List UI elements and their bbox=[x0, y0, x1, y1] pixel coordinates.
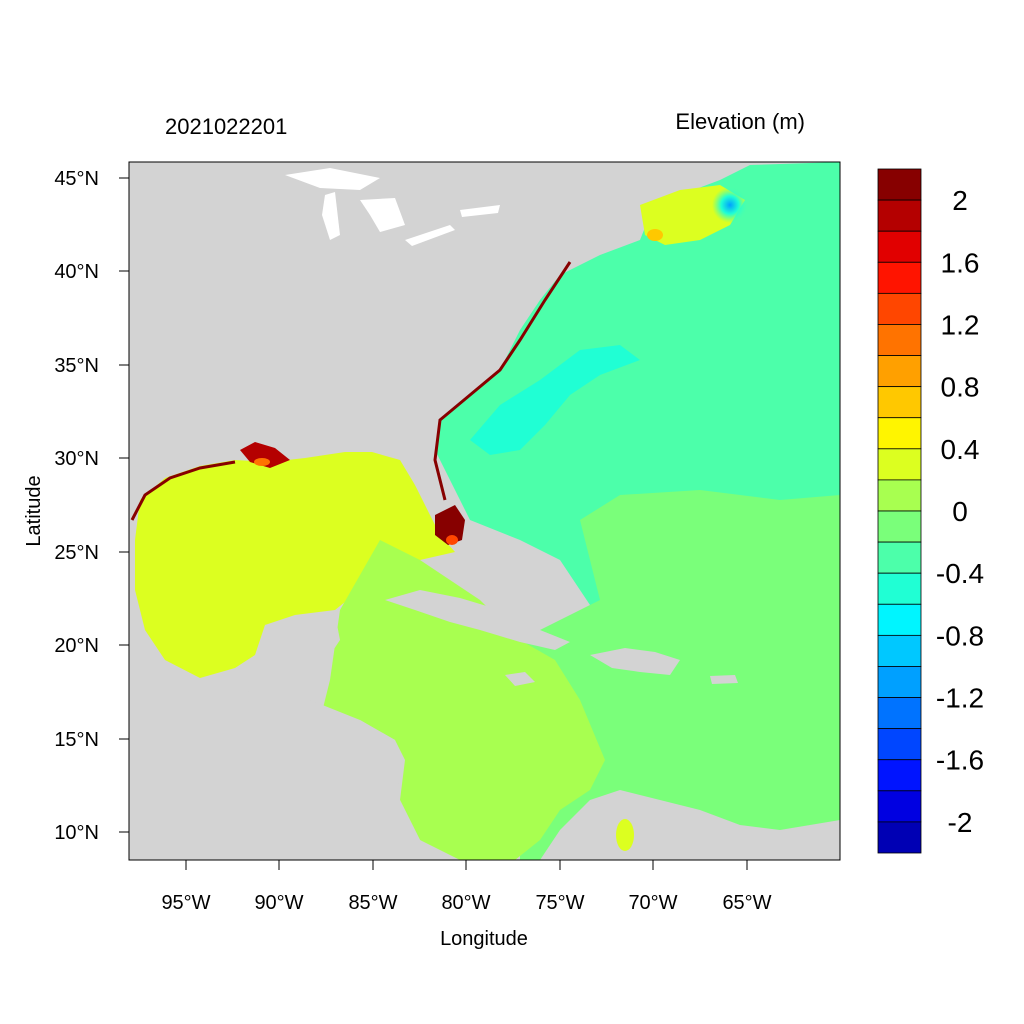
land-cuba bbox=[385, 590, 570, 650]
x-tick-label: 70°W bbox=[628, 892, 677, 914]
region-cape-cod bbox=[647, 229, 663, 241]
region-florida-keys bbox=[446, 535, 458, 545]
map-right-title: Elevation (m) bbox=[675, 109, 805, 134]
colorbar-swatch bbox=[877, 261, 922, 294]
colorbar-swatch bbox=[877, 168, 922, 201]
colorbar-tick-label: 0.8 bbox=[941, 372, 980, 403]
colorbar-swatch bbox=[877, 479, 922, 512]
lake-erie bbox=[405, 225, 455, 246]
y-tick-label: 20°N bbox=[54, 635, 99, 657]
y-axis bbox=[119, 177, 129, 833]
region-gulf-of-mexico bbox=[135, 452, 455, 678]
land-yucatan bbox=[265, 614, 340, 700]
land-central-america bbox=[129, 690, 440, 860]
region-louisiana-orange bbox=[254, 458, 270, 466]
colorbar-swatch bbox=[877, 759, 922, 792]
region-louisiana-coast bbox=[240, 442, 290, 468]
colorbar bbox=[877, 168, 922, 854]
lake-superior bbox=[285, 168, 380, 190]
colorbar-tick-label: -1.6 bbox=[936, 745, 984, 776]
x-axis-label: Longitude bbox=[440, 928, 528, 950]
colorbar-swatch bbox=[877, 355, 922, 388]
region-atlantic-cyan bbox=[470, 345, 640, 455]
colorbar-labels: 2 1.6 1.2 0.8 0.4 0 -0.4 -0.8 -1.2 -1.6 -2 bbox=[936, 185, 984, 838]
plot-frame bbox=[128, 161, 841, 861]
lake-ontario bbox=[460, 205, 500, 217]
y-axis-label: Latitude bbox=[23, 475, 45, 546]
region-texas-coast-fringe bbox=[130, 460, 236, 521]
colorbar-swatch bbox=[877, 666, 922, 698]
region-florida-bay bbox=[435, 505, 465, 545]
y-tick-label: 10°N bbox=[54, 822, 99, 844]
colorbar-swatch bbox=[877, 572, 922, 605]
y-tick-label: 30°N bbox=[54, 448, 99, 470]
lake-huron bbox=[360, 198, 405, 232]
colorbar-swatch bbox=[877, 697, 922, 730]
colorbar-swatch bbox=[877, 448, 922, 481]
colorbar-swatch bbox=[877, 386, 922, 419]
y-tick-label: 40°N bbox=[54, 261, 99, 283]
land-puerto-rico bbox=[710, 675, 738, 684]
colorbar-swatch bbox=[877, 199, 922, 232]
y-tick-labels: 45°N 40°N 35°N 30°N 25°N 20°N 15°N 10°N bbox=[54, 168, 99, 844]
region-west-caribbean bbox=[320, 540, 605, 860]
x-tick-label: 90°W bbox=[254, 892, 303, 914]
x-tick-label: 75°W bbox=[535, 892, 584, 914]
colorbar-tick-label: -0.8 bbox=[936, 620, 984, 651]
y-tick-label: 35°N bbox=[54, 355, 99, 377]
x-tick-label: 80°W bbox=[441, 892, 490, 914]
colorbar-tick-label: -1.2 bbox=[936, 683, 984, 714]
colorbar-swatch bbox=[877, 821, 922, 854]
lake-michigan bbox=[322, 192, 340, 240]
colorbar-tick-label: 1.2 bbox=[941, 309, 980, 340]
colorbar-swatch bbox=[877, 324, 922, 356]
colorbar-swatch bbox=[877, 634, 922, 667]
x-tick-label: 65°W bbox=[722, 892, 771, 914]
map-plot-area bbox=[129, 162, 840, 860]
colorbar-swatch bbox=[877, 728, 922, 761]
colorbar-swatch bbox=[877, 790, 922, 823]
x-tick-label: 95°W bbox=[161, 892, 210, 914]
y-tick-label: 15°N bbox=[54, 729, 99, 751]
colorbar-tick-label: -2 bbox=[948, 807, 973, 838]
colorbar-tick-label: -0.4 bbox=[936, 558, 984, 589]
map-left-title: 2021022201 bbox=[165, 114, 287, 139]
x-tick-labels: 95°W 90°W 85°W 80°W 75°W 70°W 65°W bbox=[161, 892, 771, 914]
colorbar-swatch bbox=[877, 292, 922, 325]
colorbar-tick-label: 0.4 bbox=[941, 434, 980, 465]
colorbar-swatch bbox=[877, 230, 922, 263]
colorbar-swatch bbox=[877, 603, 922, 636]
colorbar-swatch bbox=[877, 417, 922, 450]
colorbar-tick-label: 2 bbox=[952, 185, 968, 216]
x-tick-label: 85°W bbox=[348, 892, 397, 914]
colorbar-tick-label: 1.6 bbox=[941, 247, 980, 278]
land-jamaica bbox=[505, 672, 535, 686]
colorbar-swatch bbox=[877, 541, 922, 574]
region-bay-of-fundy bbox=[712, 187, 748, 223]
y-tick-label: 45°N bbox=[54, 168, 99, 190]
land-hispaniola bbox=[590, 648, 680, 675]
colorbar-swatch bbox=[877, 510, 922, 543]
lake-maracaibo bbox=[616, 819, 634, 851]
region-atlantic-coast-fringe bbox=[433, 261, 572, 501]
colorbar-tick-label: 0 bbox=[952, 496, 968, 527]
x-axis bbox=[185, 860, 748, 870]
y-tick-label: 25°N bbox=[54, 542, 99, 564]
land-south-america bbox=[540, 790, 840, 860]
